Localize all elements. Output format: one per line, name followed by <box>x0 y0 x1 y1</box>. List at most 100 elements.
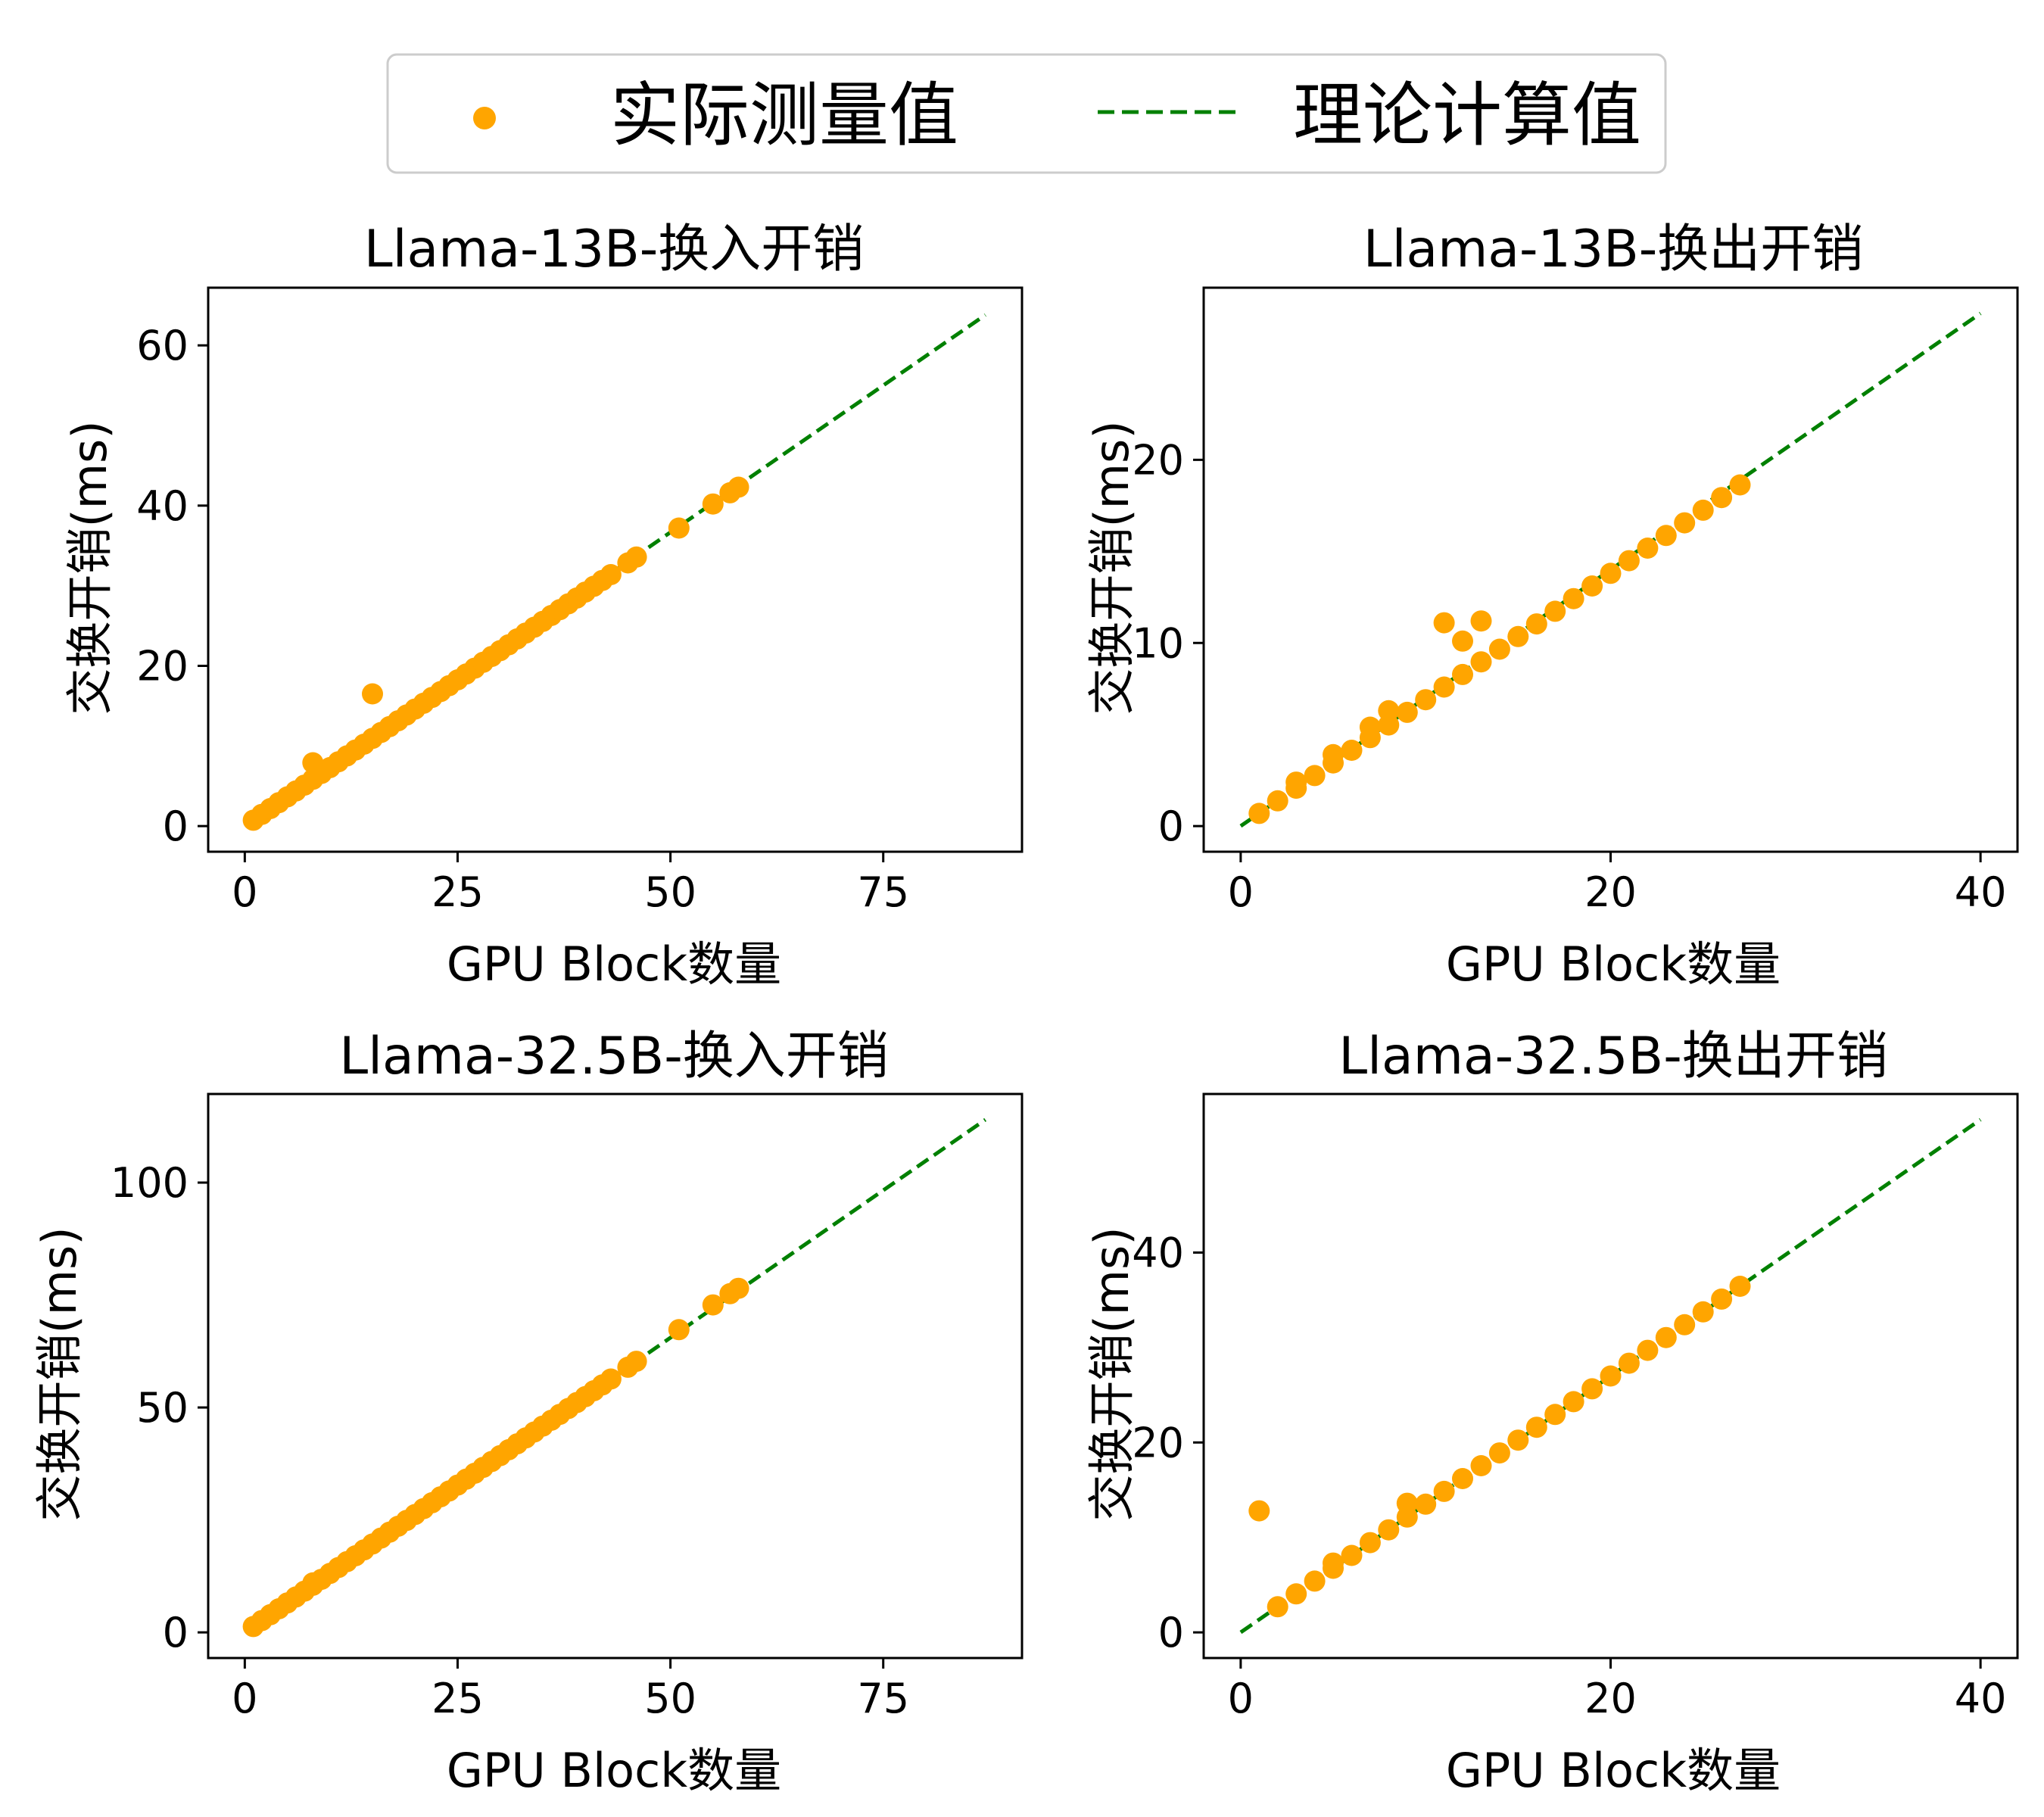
data-point <box>1692 1301 1714 1323</box>
data-point <box>1581 575 1603 597</box>
data-point <box>1378 1519 1400 1541</box>
legend-label-theory: 理论计算值 <box>1293 75 1641 156</box>
x-tick-label: 0 <box>232 1675 257 1722</box>
y-axis-label: 交换开销(ms) <box>32 1226 87 1521</box>
data-point <box>1488 1442 1510 1464</box>
data-point <box>668 517 690 539</box>
data-point <box>1600 1365 1622 1387</box>
y-tick-label: 10 <box>1132 619 1184 667</box>
subplot-llama13b-swap-out: Llama-13B-换出开销 GPU Block数量 交换开销(ms) 0 20 4… <box>1084 220 2019 992</box>
data-point <box>1359 1532 1381 1554</box>
data-point <box>1711 487 1733 509</box>
data-point <box>1711 1288 1733 1310</box>
x-tick-label: 40 <box>1955 1675 2007 1722</box>
legend-label-measured: 实际测量值 <box>610 75 958 156</box>
x-tick-label: 40 <box>1955 868 2007 916</box>
data-point <box>600 564 622 585</box>
data-point <box>302 752 324 774</box>
data-point <box>1304 765 1326 787</box>
y-axis-label: 交换开销(ms) <box>1084 420 1139 715</box>
legend-marker-measured <box>473 107 496 129</box>
x-tick-label: 75 <box>857 868 909 916</box>
data-point <box>1452 663 1473 685</box>
data-point <box>302 1572 324 1594</box>
x-tick-label: 20 <box>1584 868 1637 916</box>
axes-frame <box>207 1092 1024 1660</box>
data-point <box>1618 1352 1640 1374</box>
y-tick-label: 20 <box>1132 436 1184 484</box>
data-point <box>1507 625 1529 647</box>
x-tick-label: 0 <box>232 868 257 916</box>
legend: 实际测量值 理论计算值 <box>386 53 1667 174</box>
data-point <box>625 1351 647 1373</box>
data-point <box>625 546 647 568</box>
data-point <box>728 476 749 498</box>
data-point <box>1396 701 1418 723</box>
data-point <box>1396 1492 1418 1514</box>
data-point <box>1304 1570 1326 1592</box>
data-point <box>1433 676 1455 698</box>
plot-area: 0 25 50 75 0 20 40 60 <box>136 286 1024 916</box>
data-point <box>1525 613 1547 635</box>
axes-frame <box>207 286 1024 853</box>
y-tick-label: 100 <box>111 1159 189 1207</box>
x-tick-label: 75 <box>857 1675 909 1722</box>
x-tick-label: 0 <box>1228 1675 1254 1722</box>
data-point <box>1674 1314 1696 1335</box>
plot-area: 0 20 40 0 20 40 <box>1132 1092 2019 1722</box>
y-axis-label: 交换开销(ms) <box>1084 1226 1139 1521</box>
data-point <box>1323 1552 1344 1574</box>
data-point <box>1637 538 1659 559</box>
x-tick-label: 20 <box>1584 1675 1637 1722</box>
data-point <box>1544 600 1566 622</box>
y-tick-label: 0 <box>163 1609 189 1656</box>
data-point <box>1248 803 1270 824</box>
data-point <box>1563 1391 1584 1413</box>
data-point <box>1507 1429 1529 1451</box>
data-point <box>362 683 383 705</box>
subplot-title: Llama-13B-换出开销 <box>1363 220 1864 279</box>
data-point <box>1729 474 1751 496</box>
y-tick-label: 40 <box>136 482 189 530</box>
data-point <box>702 1294 724 1316</box>
data-point <box>1359 716 1381 738</box>
data-point <box>1655 1326 1677 1348</box>
data-point <box>668 1319 690 1341</box>
data-point <box>1285 771 1307 793</box>
data-point <box>1415 689 1437 711</box>
data-point <box>1433 1480 1455 1502</box>
data-point <box>600 1368 622 1390</box>
data-point <box>1267 1596 1288 1618</box>
data-point <box>1655 525 1677 547</box>
data-point <box>1452 1468 1473 1489</box>
y-tick-label: 20 <box>136 642 189 690</box>
y-tick-label: 0 <box>163 803 189 850</box>
y-tick-label: 40 <box>1132 1229 1184 1276</box>
subplot-title: Llama-32.5B-换出开销 <box>1338 1027 1888 1086</box>
data-point <box>1674 512 1696 534</box>
data-point <box>1618 550 1640 572</box>
data-point <box>1341 740 1363 761</box>
x-tick-label: 50 <box>644 868 696 916</box>
data-point <box>1415 1493 1437 1515</box>
data-point <box>1452 630 1473 652</box>
x-axis-label: GPU Block数量 <box>1446 937 1781 992</box>
x-axis-label: GPU Block数量 <box>447 937 781 992</box>
data-point <box>1729 1276 1751 1297</box>
data-point <box>1692 499 1714 521</box>
plot-area: 0 20 40 0 10 20 <box>1132 286 2019 916</box>
data-point <box>1637 1339 1659 1361</box>
y-axis-label: 交换开销(ms) <box>62 420 117 715</box>
x-tick-label: 25 <box>432 1675 484 1722</box>
data-point <box>728 1277 749 1299</box>
data-point <box>1470 610 1492 632</box>
y-tick-label: 0 <box>1158 1609 1184 1656</box>
x-axis-label: GPU Block数量 <box>1446 1743 1781 1798</box>
data-point <box>1323 743 1344 765</box>
data-point <box>1285 1583 1307 1605</box>
data-point <box>1600 563 1622 584</box>
data-point <box>1488 638 1510 660</box>
data-point <box>1581 1378 1603 1400</box>
data-point <box>1341 1544 1363 1566</box>
